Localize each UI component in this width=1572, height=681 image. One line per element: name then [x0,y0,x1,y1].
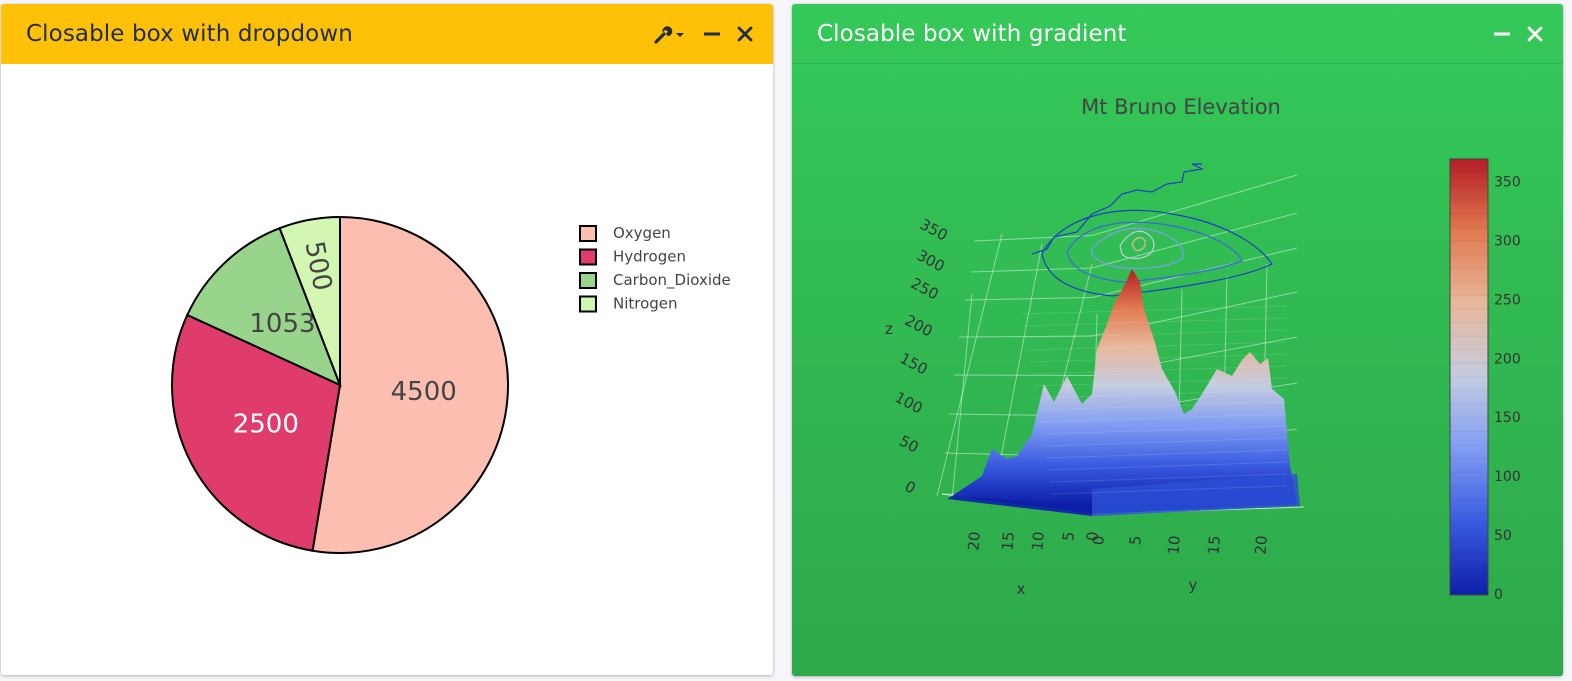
legend-swatch[interactable] [579,248,597,266]
colorbar-tick-label: 300 [1494,233,1521,249]
pie-slice-oxygen[interactable] [311,215,509,554]
gradient-box: Closable box with gradient Mt Bruno Elev… [792,4,1563,676]
chart-title: Mt Bruno Elevation [1081,95,1281,119]
legend-swatch[interactable] [579,295,597,313]
surface-chart-area: Mt Bruno Elevation 0 50 100 150 200 250 300 350 z… [792,64,1563,676]
box-tools [653,4,753,64]
colorbar-tick-label: 0 [1494,587,1503,603]
legend-item-nitrogen[interactable]: Nitrogen [613,295,678,313]
colorbar-tick-label: 350 [1494,175,1521,191]
y-tick-label: 10 [1164,535,1184,556]
z-tick-label: 50 [896,432,921,457]
box-title: Closable box with dropdown [26,21,353,47]
dropdown-box: Closable box with dropdown 4500 2500 1053 5… [1,4,773,675]
colorbar-tick-label: 200 [1494,351,1521,367]
pie-chart-area: 4500 2500 1053 500 Oxygen Hydrogen Carbon_Diox… [1,64,773,675]
pie-value-label: 2500 [233,409,299,439]
legend-item-hydrogen[interactable]: Hydrogen [613,248,686,266]
z-tick-label: 150 [897,349,931,378]
colorbar [1449,158,1489,596]
x-tick-label: 20 [964,531,984,552]
colorbar-tick-label: 250 [1494,292,1521,308]
y-tick-label: 20 [1251,535,1271,556]
z-tick-label: 350 [917,215,951,244]
minimize-icon[interactable] [1493,25,1511,43]
contour-projection [1031,163,1273,297]
y-tick-label: 5 [1126,535,1145,546]
z-tick-label: 0 [902,477,919,497]
x-axis-title: x [1017,580,1026,598]
legend-swatch[interactable] [579,225,597,242]
minimize-icon[interactable] [703,25,721,43]
colorbar-tick-label: 150 [1494,410,1521,426]
wrench-dropdown-icon[interactable] [653,23,687,45]
close-icon[interactable] [1527,26,1543,42]
surface-mesh [947,269,1300,516]
pie-chart: 450025001053500OxygenHydrogenCarbon_Diox… [171,215,731,554]
box-header: Closable box with dropdown [1,4,773,64]
box-tools [1493,4,1543,64]
pie-value-label: 1053 [249,309,315,339]
z-tick-label: 250 [908,274,942,303]
box-header: Closable box with gradient [792,4,1563,64]
x-tick-label: 0 [1083,531,1102,542]
close-icon[interactable] [737,26,753,42]
pie-slice-hydrogen[interactable] [171,313,342,552]
x-tick-label: 5 [1059,531,1078,542]
z-tick-label: 300 [914,246,948,275]
y-axis-title: y [1189,576,1198,594]
z-axis-title: z [885,320,893,338]
x-tick-label: 10 [1028,531,1048,552]
z-tick-label: 100 [892,388,926,417]
legend-swatch[interactable] [579,272,597,289]
colorbar-tick-label: 100 [1494,469,1521,485]
z-tick-label: 200 [902,311,936,340]
pie-slice-carbon_dioxide[interactable] [185,226,342,387]
legend-item-oxygen[interactable]: Oxygen [613,224,671,242]
y-tick-label: 0 [1089,535,1108,546]
legend-item-carbon_dioxide[interactable]: Carbon_Dioxide [613,271,731,290]
x-tick-label: 15 [998,531,1018,552]
pie-slice-nitrogen[interactable] [278,215,341,386]
y-tick-label: 15 [1204,535,1224,556]
surface-chart: Mt Bruno Elevation050100150200250300350z… [885,95,1521,603]
pie-value-label: 4500 [391,377,457,407]
box-title: Closable box with gradient [817,20,1127,47]
colorbar-tick-label: 50 [1494,528,1512,544]
